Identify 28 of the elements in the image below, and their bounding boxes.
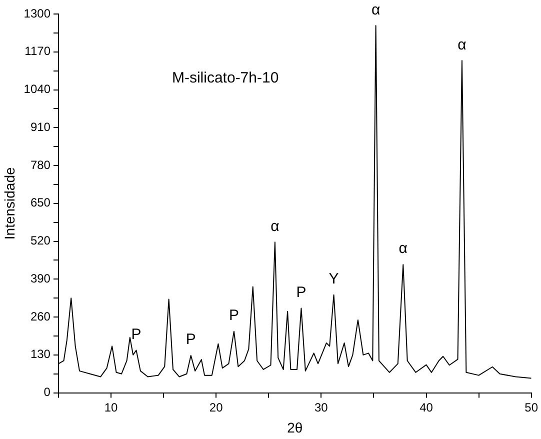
y-tick-label: 390 — [30, 271, 51, 286]
annotation: P — [228, 306, 239, 324]
y-tick-label: 1040 — [24, 82, 51, 96]
annotation: α — [270, 218, 280, 235]
x-tick-label: 20 — [209, 400, 224, 414]
annotation: Y — [328, 270, 339, 288]
annotation: P — [296, 284, 306, 301]
y-tick-label: 0 — [44, 385, 51, 400]
y-tick-label: 260 — [30, 309, 51, 324]
x-axis-title: 2θ — [287, 419, 303, 436]
y-tick-label: 780 — [30, 158, 51, 172]
annotation: α — [371, 1, 380, 18]
x-tick-label: 10 — [104, 400, 118, 414]
y-tick-label: 130 — [30, 347, 51, 362]
annotation: α — [398, 240, 408, 258]
x-tick-label: 50 — [524, 400, 538, 414]
annotation: α — [458, 36, 467, 54]
x-tick-label: 40 — [420, 400, 434, 414]
y-axis-title: Intensidade — [1, 166, 18, 240]
x-tick-label: 30 — [314, 400, 328, 414]
annotation: M-silicato-7h-10 — [172, 70, 279, 87]
y-tick-label: 520 — [30, 234, 51, 248]
y-tick-label: 910 — [30, 120, 51, 134]
annotation: P — [131, 326, 142, 343]
annotation: P — [186, 331, 196, 348]
y-tick-label: 650 — [30, 196, 51, 210]
y-tick-label: 1170 — [24, 44, 51, 58]
y-tick-label: 1300 — [24, 6, 51, 20]
